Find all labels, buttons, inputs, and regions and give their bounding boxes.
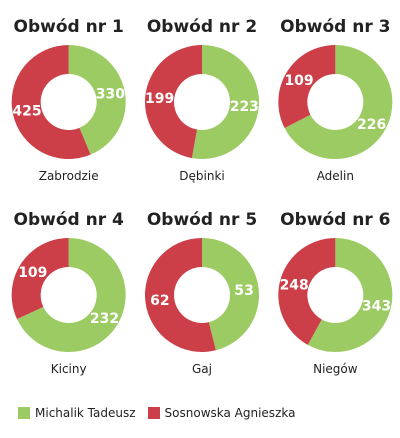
slice-sosnowska (11, 45, 91, 160)
slice-michalik (68, 45, 126, 155)
slice-sosnowska (145, 45, 202, 159)
data-label-michalik: 330 (96, 87, 125, 103)
data-label-sosnowska: 199 (145, 91, 174, 107)
chart-title: Obwód nr 4 (14, 210, 124, 230)
donut-chart-obwod-1: Obwód nr 1 330 425 Zabrodzie (11, 17, 126, 183)
chart-title: Obwód nr 5 (147, 210, 257, 230)
slice-michalik (307, 238, 393, 352)
slice-sosnowska (145, 237, 216, 352)
donut-chart-obwod-6: Obwód nr 6 343 248 Niegów (278, 210, 393, 376)
legend: Michalik Tadeusz Sosnowska Agnieszka (18, 406, 295, 420)
chart-title: Obwód nr 1 (14, 17, 124, 37)
slice-michalik (17, 238, 126, 352)
donut-chart-obwod-5: Obwód nr 5 53 62 Gaj (145, 210, 260, 376)
category-label: Zabrodzie (39, 169, 99, 183)
slice-michalik (284, 45, 393, 159)
data-label-michalik: 223 (230, 99, 259, 115)
category-label: Dębinki (179, 169, 224, 183)
data-label-sosnowska: 248 (280, 277, 309, 293)
chart-title: Obwód nr 2 (147, 17, 257, 37)
category-label: Gaj (192, 362, 212, 376)
legend-swatch-red (147, 407, 160, 419)
legend-item-michalik: Michalik Tadeusz (18, 406, 136, 420)
data-label-michalik: 226 (357, 117, 386, 133)
data-label-michalik: 53 (234, 283, 253, 299)
donut-chart-obwod-2: Obwód nr 2 223 199 Dębinki (145, 17, 260, 183)
legend-label: Sosnowska Agnieszka (164, 406, 296, 420)
slice-michalik (202, 238, 260, 351)
data-label-sosnowska: 109 (18, 265, 47, 281)
legend-item-sosnowska: Sosnowska Agnieszka (147, 406, 296, 420)
slice-sosnowska (278, 238, 336, 345)
data-label-michalik: 232 (90, 311, 119, 327)
donut-chart-obwod-4: Obwód nr 4 232 109 Kiciny (11, 210, 126, 376)
data-label-michalik: 343 (362, 299, 391, 315)
slice-michalik (191, 45, 260, 159)
legend-swatch-green (18, 407, 30, 419)
category-label: Adelin (317, 169, 354, 183)
category-label: Kiciny (51, 362, 87, 376)
category-label: Niegów (313, 362, 358, 376)
data-label-sosnowska: 62 (150, 293, 169, 309)
chart-title: Obwód nr 6 (280, 210, 390, 230)
slice-sosnowska (278, 45, 336, 128)
chart-title: Obwód nr 3 (280, 17, 390, 37)
donut-chart-obwod-3: Obwód nr 3 226 109 Adelin (278, 17, 393, 183)
data-label-sosnowska: 109 (284, 73, 313, 89)
data-label-sosnowska: 425 (12, 103, 41, 119)
legend-label: Michalik Tadeusz (35, 406, 136, 420)
slice-sosnowska (11, 238, 69, 320)
